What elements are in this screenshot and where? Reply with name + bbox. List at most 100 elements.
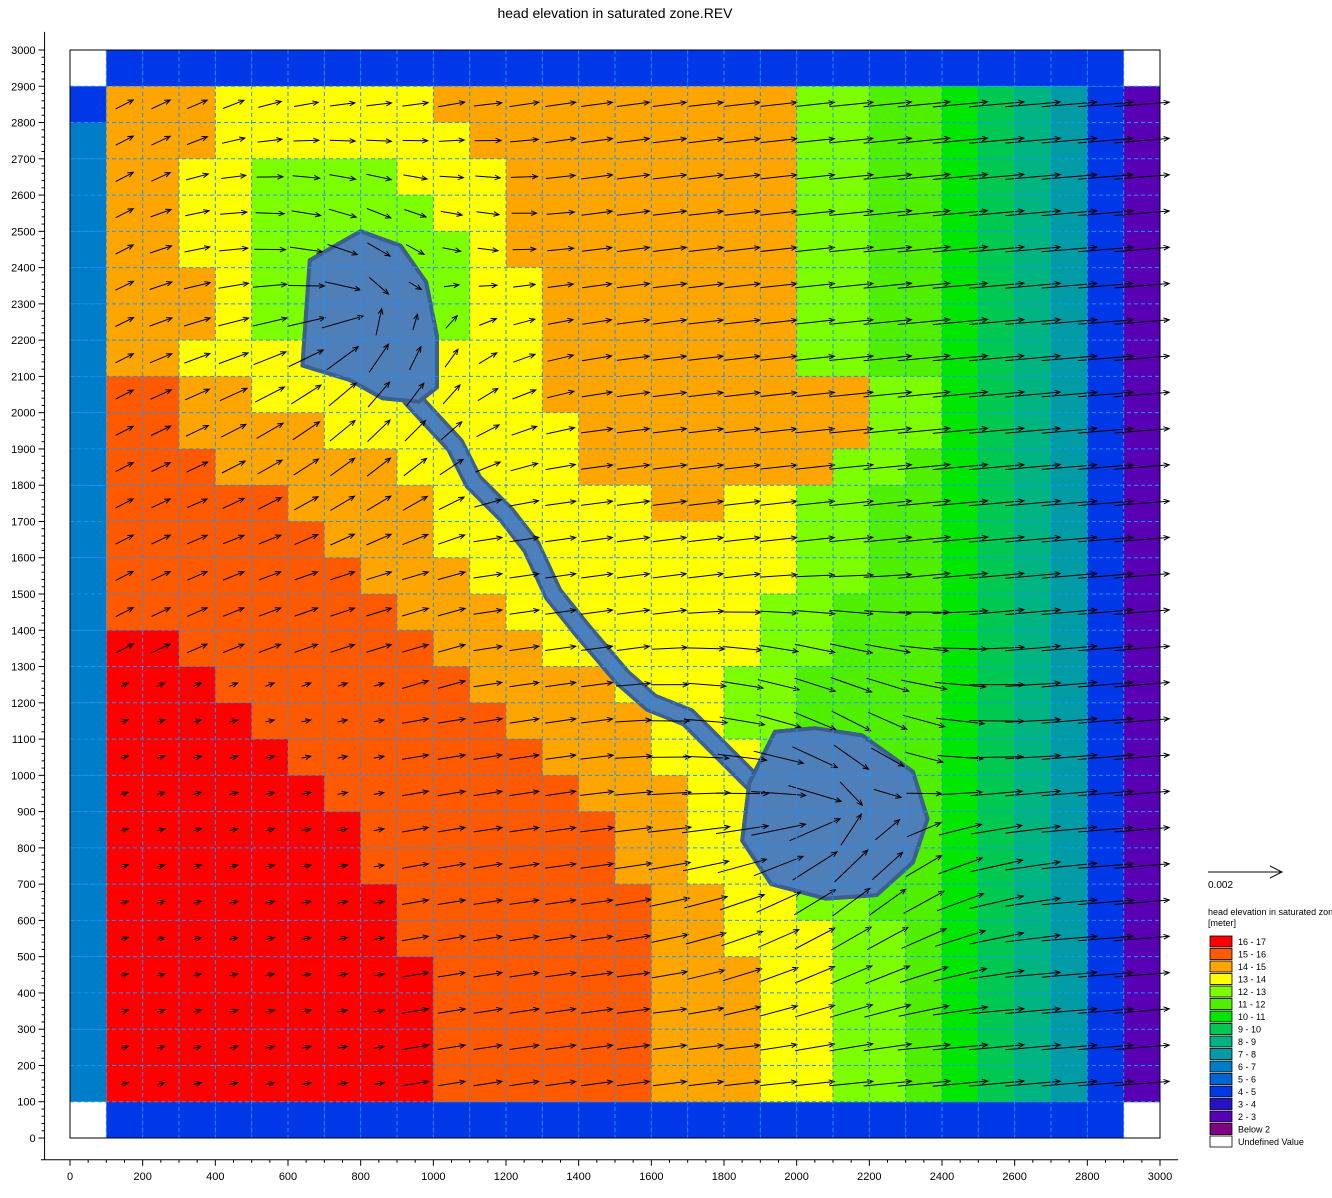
heatmap-cell	[724, 1102, 760, 1138]
heatmap-cell	[70, 739, 106, 775]
legend-swatch	[1210, 1124, 1232, 1135]
legend-title: head elevation in saturated zone	[1208, 907, 1332, 917]
x-tick-label: 2600	[1002, 1171, 1026, 1183]
legend-label: 4 - 5	[1238, 1087, 1256, 1097]
flow-arrow-shaft	[288, 286, 325, 287]
heatmap-cell	[106, 1102, 142, 1138]
y-tick-label: 1500	[11, 589, 35, 601]
legend-swatch	[1210, 1024, 1232, 1035]
legend-swatch	[1210, 1086, 1232, 1097]
heatmap-cell	[215, 1102, 251, 1138]
x-tick-label: 2200	[857, 1171, 881, 1183]
y-tick-label: 1000	[11, 770, 35, 782]
heatmap-cell	[70, 123, 106, 159]
heatmap-cell	[70, 920, 106, 956]
heatmap-cell	[833, 50, 869, 86]
y-tick-label: 2500	[11, 226, 35, 238]
y-tick-label: 100	[17, 1097, 35, 1109]
heatmap-cell	[760, 50, 796, 86]
legend-label: 14 - 15	[1238, 962, 1266, 972]
x-tick-label: 400	[206, 1171, 224, 1183]
legend-swatch	[1210, 999, 1232, 1010]
heatmap-cell	[542, 50, 578, 86]
heatmap-cell	[615, 1102, 651, 1138]
legend-label: 6 - 7	[1238, 1062, 1256, 1072]
heatmap-cell	[869, 50, 905, 86]
x-tick-label: 1600	[639, 1171, 663, 1183]
legend-swatch	[1210, 986, 1232, 997]
heatmap-cell	[252, 50, 288, 86]
legend-title: [meter]	[1208, 918, 1236, 928]
heatmap-cell	[70, 630, 106, 666]
heatmap-cell	[651, 50, 687, 86]
heatmap-cell	[288, 1102, 324, 1138]
y-tick-label: 2200	[11, 335, 35, 347]
legend-label: 5 - 6	[1238, 1075, 1256, 1085]
flow-arrow-shaft	[294, 140, 319, 141]
x-tick-label: 1400	[566, 1171, 590, 1183]
heatmap-cell	[70, 993, 106, 1029]
y-tick-label: 2900	[11, 81, 35, 93]
legend-label: Below 2	[1238, 1125, 1270, 1135]
heatmap-cell	[397, 50, 433, 86]
y-tick-label: 3000	[11, 45, 35, 57]
y-tick-label: 1200	[11, 698, 35, 710]
heatmap-cell	[70, 195, 106, 231]
heatmap-cell	[70, 231, 106, 267]
heatmap-cell	[70, 485, 106, 521]
heatmap-cell	[906, 50, 942, 86]
x-tick-label: 200	[133, 1171, 151, 1183]
y-tick-label: 1300	[11, 662, 35, 674]
y-tick-label: 1100	[12, 734, 36, 746]
y-tick-label: 2100	[11, 371, 35, 383]
y-tick-label: 700	[17, 879, 35, 891]
heatmap-cell	[833, 1102, 869, 1138]
y-tick-label: 2400	[11, 263, 35, 275]
legend-swatch	[1210, 1011, 1232, 1022]
heatmap-cell	[70, 812, 106, 848]
heatmap-cell	[70, 957, 106, 993]
legend-label: 15 - 16	[1238, 950, 1266, 960]
heatmap-cell	[1087, 1102, 1123, 1138]
heatmap-cell	[70, 304, 106, 340]
heatmap-cell	[70, 667, 106, 703]
heatmap-cell	[70, 1065, 106, 1101]
x-tick-label: 600	[279, 1171, 297, 1183]
legend-label: 13 - 14	[1238, 975, 1266, 985]
heatmap-cell	[978, 50, 1014, 86]
legend-swatch	[1210, 949, 1232, 960]
x-tick-label: 1800	[712, 1171, 736, 1183]
legend-label: 7 - 8	[1238, 1050, 1256, 1060]
heatmap-cell	[1015, 1102, 1051, 1138]
legend-label: 2 - 3	[1238, 1112, 1256, 1122]
heatmap-cell	[869, 1102, 905, 1138]
legend-swatch	[1210, 1074, 1232, 1085]
heatmap-cell	[70, 1029, 106, 1065]
x-tick-label: 1000	[421, 1171, 445, 1183]
heatmap-cell	[70, 449, 106, 485]
heatmap-cell	[470, 50, 506, 86]
x-tick-label: 1200	[494, 1171, 518, 1183]
heatmap-cell	[215, 50, 251, 86]
heatmap-cell	[1087, 50, 1123, 86]
y-tick-label: 400	[17, 988, 35, 1000]
flow-arrow-shaft	[906, 793, 941, 794]
heatmap-cell	[506, 50, 542, 86]
heatmap-cell	[70, 594, 106, 630]
heatmap-cell	[361, 1102, 397, 1138]
legend-label: 10 - 11	[1238, 1012, 1265, 1022]
heatmap-cell	[1015, 50, 1051, 86]
heatmap-cell	[70, 884, 106, 920]
heatmap-cell	[724, 50, 760, 86]
legend-label: 12 - 13	[1238, 987, 1266, 997]
y-tick-label: 1900	[11, 444, 35, 456]
flow-arrow-shaft	[513, 249, 536, 250]
legend-label: 9 - 10	[1238, 1025, 1261, 1035]
heatmap-cell	[688, 50, 724, 86]
legend-label: 11 - 12	[1238, 1000, 1265, 1010]
heatmap-cell	[70, 86, 106, 122]
chart-title: head elevation in saturated zone.REV	[497, 5, 733, 21]
legend-swatch	[1210, 974, 1232, 985]
x-tick-label: 2000	[784, 1171, 808, 1183]
